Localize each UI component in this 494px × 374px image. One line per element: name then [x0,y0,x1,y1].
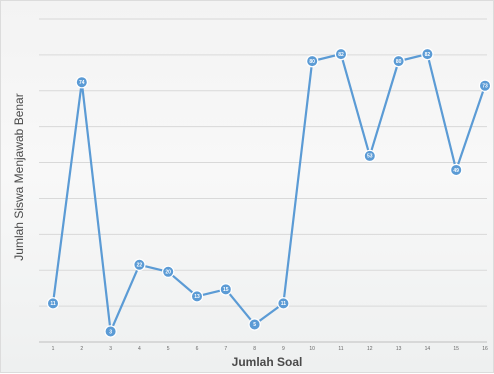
x-axis-title: Jumlah Soal [232,355,303,369]
data-label: 5 [253,322,256,328]
data-marker [104,325,117,338]
data-point: 82 [421,47,434,61]
data-marker [161,265,175,278]
x-tick-label: 2 [80,346,83,352]
data-marker [133,258,146,271]
x-tick-label: 13 [396,346,402,352]
data-marker [334,47,348,61]
data-marker [306,54,319,68]
data-label: 20 [165,270,171,276]
x-tick-label: 9 [282,346,285,352]
data-point: 11 [277,297,290,310]
data-marker [190,290,204,303]
data-point: 5 [248,318,261,331]
x-tick-label: 4 [138,346,141,352]
data-point: 20 [161,265,175,278]
data-point: 11 [46,297,60,310]
data-label: 3 [109,329,112,335]
x-tick-label: 1 [52,346,55,352]
data-label: 13 [194,294,200,300]
x-tick-label: 11 [338,346,343,352]
x-tick-label: 14 [425,346,431,352]
x-tick-label: 5 [167,346,170,352]
data-label: 74 [79,80,85,86]
data-point: 80 [306,54,319,68]
data-marker [478,79,492,92]
y-axis-title: Jumlah Siswa Menjawab Benar [12,93,26,260]
data-marker [46,297,60,310]
data-marker [450,163,463,177]
data-point: 49 [450,163,463,177]
x-tick-label: 8 [253,346,256,352]
data-point: 22 [133,258,146,271]
data-marker [75,75,89,89]
data-label: 73 [482,84,488,90]
x-tick-label: 10 [309,346,315,352]
data-label: 82 [425,52,431,58]
x-tick-label: 15 [453,346,459,352]
x-tick-labels: 1 2 3 4 5 6 7 8 9 10 11 12 13 14 15 16 [52,346,488,352]
data-point: 53 [363,149,376,163]
data-label: 53 [367,154,373,160]
data-label: 15 [223,287,229,293]
data-marker [363,149,376,163]
x-tick-label: 6 [196,346,199,352]
data-point: 3 [104,325,117,338]
data-point: 13 [190,290,204,303]
x-tick-label: 7 [224,346,227,352]
data-marker [392,54,405,68]
x-tick-label: 16 [482,346,488,352]
x-tick-label: 12 [367,346,373,352]
data-label: 22 [137,263,143,269]
grid-lines [39,18,487,343]
data-point: 15 [219,283,232,296]
data-marker [248,318,261,331]
data-label: 11 [281,301,287,307]
data-marker [219,283,232,296]
data-markers: 11 74 3 22 20 13 15 5 11 80 82 53 80 82 49 73 [46,47,492,338]
data-point: 82 [334,47,348,61]
data-marker [277,297,290,310]
data-label: 11 [50,301,56,307]
data-label: 49 [453,168,459,174]
data-point: 74 [75,75,89,89]
data-point: 80 [392,54,405,68]
data-point: 73 [478,79,492,92]
series-line [51,53,487,333]
data-label: 82 [338,52,344,58]
data-label: 80 [396,59,402,65]
data-marker [421,47,434,61]
x-tick-label: 3 [109,346,112,352]
data-label: 80 [309,59,315,65]
